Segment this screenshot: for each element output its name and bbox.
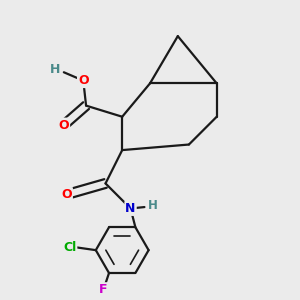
Text: H: H [148,199,158,212]
Text: N: N [125,202,136,215]
Text: Cl: Cl [63,241,76,254]
Text: O: O [61,188,72,201]
Text: H: H [50,63,61,76]
Text: O: O [58,118,69,132]
Text: F: F [99,283,108,296]
Text: O: O [78,74,88,87]
